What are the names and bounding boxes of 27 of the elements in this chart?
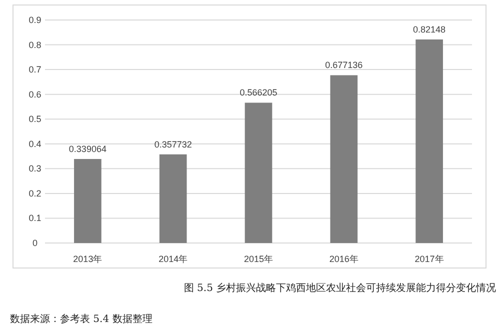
y-tick-label: 0.9 (28, 15, 42, 25)
data-label: 0.357732 (154, 139, 192, 150)
y-tick-label: 0 (32, 238, 38, 248)
x-tick-label: 2014年 (158, 254, 188, 264)
y-tick-label: 0.2 (28, 188, 42, 198)
data-label: 0.677136 (325, 60, 363, 70)
bar (330, 75, 358, 243)
y-tick-label: 0.5 (28, 114, 42, 124)
y-tick-label: 0.1 (28, 213, 42, 224)
data-label: 0.82148 (413, 24, 446, 34)
x-tick-label: 2013年 (73, 254, 102, 264)
data-label: 0.566205 (240, 88, 278, 98)
bar (74, 158, 102, 243)
data-label: 0.339064 (68, 144, 106, 154)
bar (416, 39, 443, 243)
y-tick-label: 0.3 (28, 164, 42, 174)
source-note: 数据来源：参考表 5.4 数据整理 (10, 313, 152, 325)
y-tick-label: 0.8 (28, 40, 42, 50)
y-tick-label: 0.6 (28, 89, 42, 100)
y-tick-label: 0.4 (28, 138, 42, 149)
y-tick-label: 0.7 (28, 64, 42, 75)
x-tick-label: 2016年 (329, 254, 358, 264)
bar (244, 102, 272, 243)
x-tick-label: 2015年 (244, 254, 274, 264)
text: 图 5.5 乡村振兴战略下鸡西地区农业社会可持续发展能力得分变化情况 (184, 282, 496, 294)
bar (159, 154, 187, 243)
x-tick-label: 2017年 (414, 254, 444, 264)
